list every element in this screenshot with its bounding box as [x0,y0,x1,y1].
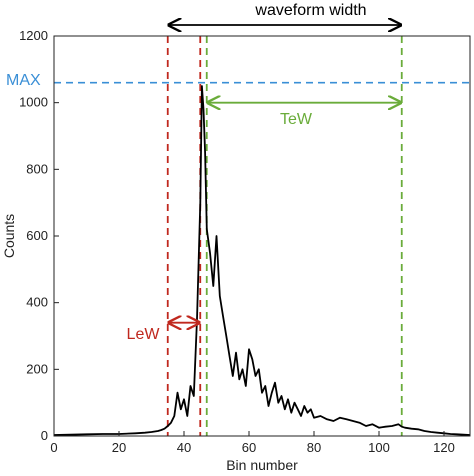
max-label: MAX [6,72,41,89]
x-tick-label: 60 [242,440,256,455]
y-tick-label: 0 [41,428,48,443]
x-tick-label: 20 [112,440,126,455]
y-axis-title: Counts [1,214,17,258]
y-tick-label: 200 [26,361,48,376]
x-tick-label: 0 [50,440,57,455]
waveform-series [53,85,471,436]
x-tick-label: 40 [177,440,191,455]
x-tick-label: 120 [433,440,455,455]
reference-lines [54,36,474,436]
tew-label: TeW [280,111,313,128]
y-tick-label: 1000 [19,95,48,110]
waveform-width-label: waveform width [254,2,366,19]
axes [53,35,471,437]
y-tick-label: 600 [26,228,48,243]
plot-frame [53,35,471,437]
y-tick-label: 800 [26,161,48,176]
lew-label: LeW [127,326,161,343]
y-tick-label: 1200 [19,28,48,43]
annotations [169,25,401,323]
x-tick-label: 100 [368,440,390,455]
series-line-0 [53,85,471,436]
x-axis-title: Bin number [226,457,298,473]
y-tick-label: 400 [26,295,48,310]
x-tick-label: 80 [307,440,321,455]
